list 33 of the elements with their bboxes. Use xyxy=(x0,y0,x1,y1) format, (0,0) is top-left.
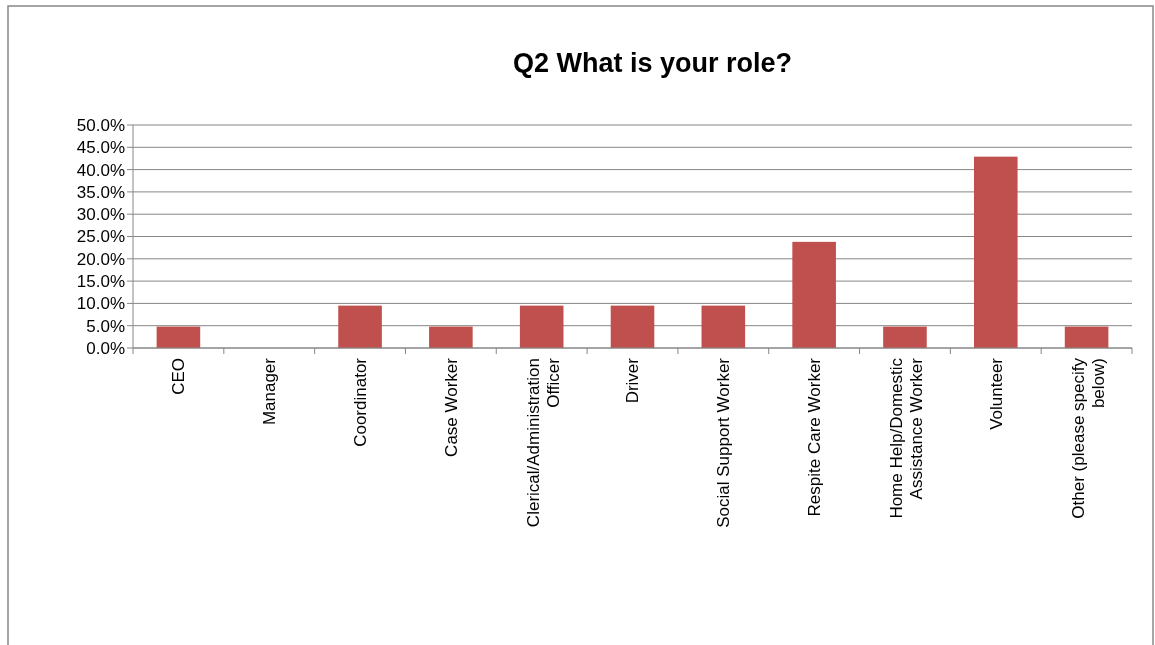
bar xyxy=(973,156,1018,348)
x-tick-label: Coordinator xyxy=(351,357,370,447)
x-tick-label: CEO xyxy=(169,358,189,395)
x-tick-label: Clerical/Administration Officer xyxy=(524,357,564,528)
y-tick-label: 50.0% xyxy=(76,115,125,135)
x-tick-label: Case Worker xyxy=(441,357,461,457)
bar xyxy=(610,305,655,348)
x-tick-label: Social Support Worker xyxy=(714,357,734,528)
y-tick-label: 20.0% xyxy=(76,249,125,269)
y-tick-label: 35.0% xyxy=(76,182,125,202)
bar xyxy=(519,305,564,348)
x-tick-label: Home Help/Domestic Assistance Worker xyxy=(887,357,927,519)
chart-title: Q2 What is your role? xyxy=(512,48,793,78)
bar xyxy=(792,241,836,348)
x-tick-label: Other (please specify below) xyxy=(1069,357,1109,519)
bar xyxy=(701,305,746,348)
bar xyxy=(156,326,201,348)
bar xyxy=(1064,326,1109,348)
y-tick-label: 25.0% xyxy=(76,227,125,247)
bar xyxy=(883,326,927,348)
x-tick-label: Driver xyxy=(623,357,643,404)
bar xyxy=(338,305,382,348)
y-tick-label: 40.0% xyxy=(76,160,125,180)
y-tick-label: 30.0% xyxy=(76,205,125,225)
y-tick-label: 15.0% xyxy=(76,272,125,292)
x-tick-label: Respite Care Worker xyxy=(805,357,825,517)
x-tick-label: Manager xyxy=(260,357,280,426)
y-tick-label: 45.0% xyxy=(76,138,125,158)
y-tick-label: 10.0% xyxy=(76,294,125,314)
bar xyxy=(429,326,473,348)
x-tick-label: Volunteer xyxy=(986,357,1006,430)
y-tick-label: 5.0% xyxy=(86,316,125,336)
y-tick-label: 0.0% xyxy=(86,338,125,358)
